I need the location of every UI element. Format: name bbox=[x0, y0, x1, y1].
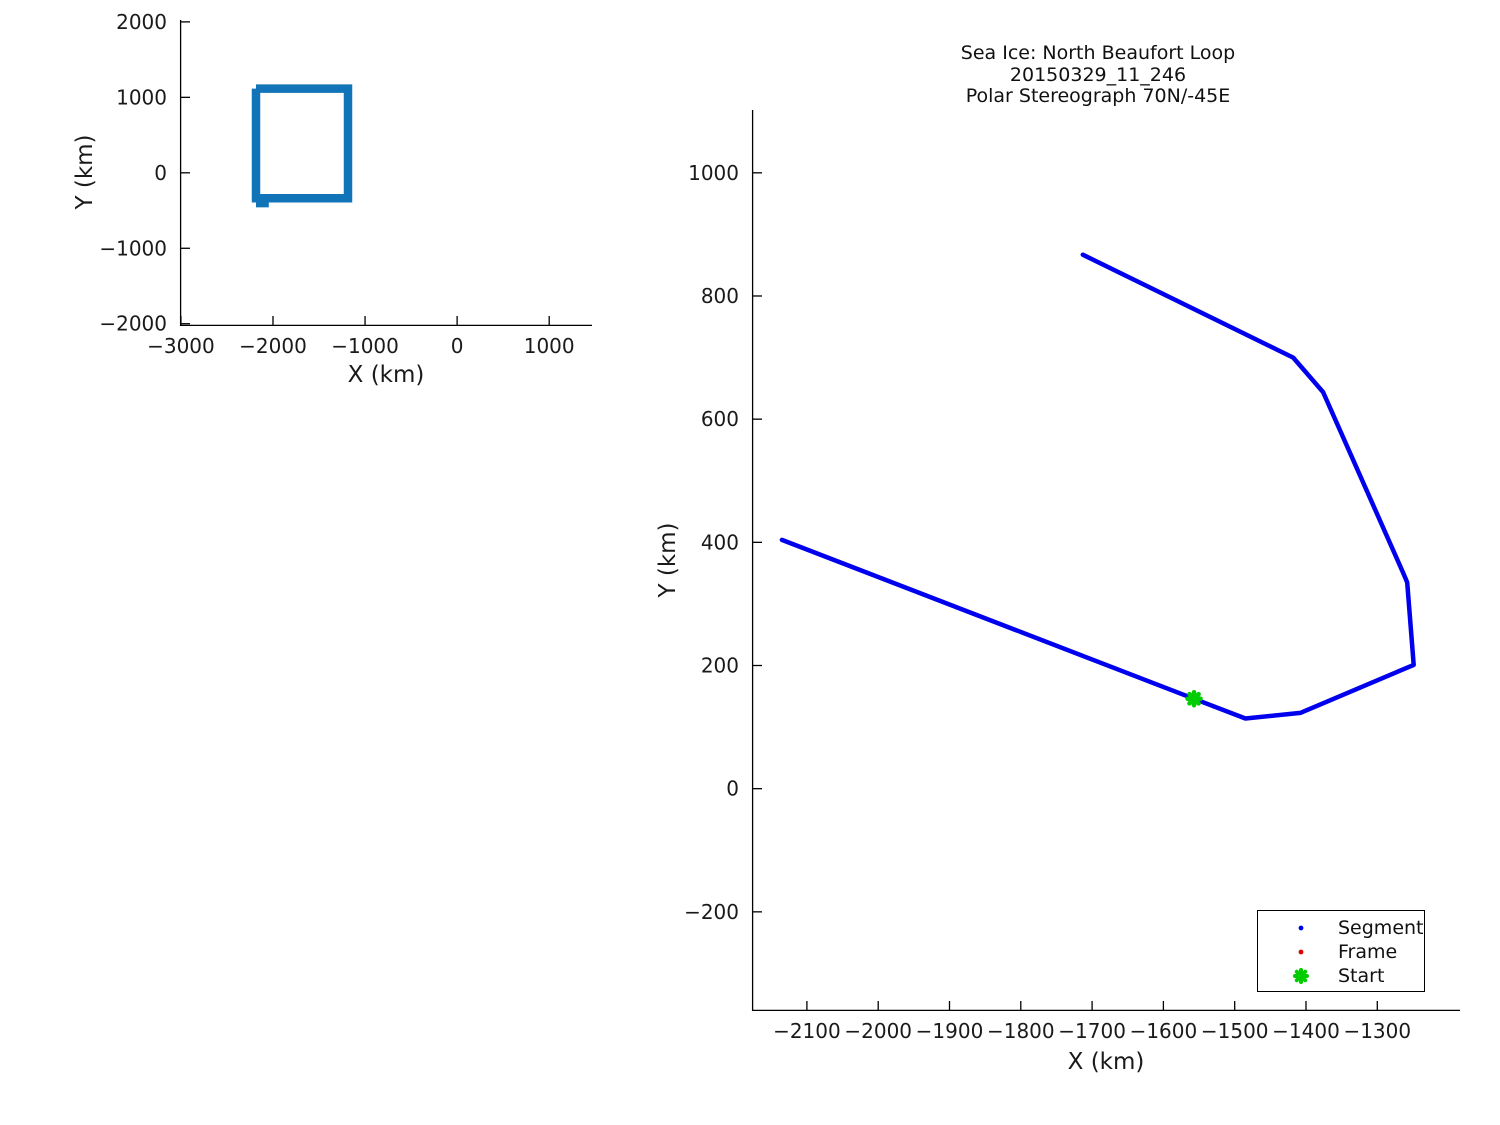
legend-row-start: Start bbox=[1258, 964, 1424, 988]
legend-label-frame: Frame bbox=[1338, 941, 1398, 963]
y-tick-label: 0 bbox=[726, 777, 739, 801]
y-tick-label: 200 bbox=[701, 654, 739, 678]
legend-box: Segment Frame Start bbox=[1257, 910, 1425, 992]
x-tick-label: −1900 bbox=[916, 1019, 984, 1043]
coverage-box-line bbox=[251, 84, 353, 203]
chart-title-line-3: Polar Stereograph 70N/-45E bbox=[965, 85, 1231, 107]
overview-x-axis-label: X (km) bbox=[347, 362, 425, 388]
x-tick-label: 0 bbox=[451, 334, 464, 358]
y-tick-label: 600 bbox=[701, 407, 739, 431]
chart-title: Sea Ice: North Beaufort Loop 20150329_11… bbox=[740, 42, 1456, 108]
track-x-axis-label: X (km) bbox=[1067, 1049, 1145, 1075]
x-tick-label: 1000 bbox=[524, 334, 575, 358]
legend-dot bbox=[1298, 925, 1304, 931]
track-plot-area: −2100 −2000 −1900 −1800 −1700 −1600 −1500 −1400… bbox=[684, 110, 1460, 1043]
chart-title-line-1: Sea Ice: North Beaufort Loop bbox=[960, 42, 1236, 64]
y-tick-label: −200 bbox=[684, 900, 739, 924]
x-tick-label: −1800 bbox=[987, 1019, 1055, 1043]
y-tick-label: 800 bbox=[701, 284, 739, 308]
legend-dot bbox=[1298, 949, 1304, 955]
legend-row-frame: Frame bbox=[1258, 940, 1424, 964]
start-star-icon bbox=[1288, 965, 1314, 987]
y-tick-label: 1000 bbox=[688, 161, 739, 185]
y-tick-label: −2000 bbox=[99, 312, 167, 336]
x-tick-label: −1700 bbox=[1058, 1019, 1126, 1043]
start-marker-spoke bbox=[1187, 691, 1201, 706]
x-tick-label: −1400 bbox=[1272, 1019, 1340, 1043]
legend-marker-start-icon bbox=[1293, 968, 1309, 984]
y-tick-label: −1000 bbox=[99, 236, 167, 260]
legend-marker-frame-icon bbox=[1298, 949, 1304, 955]
legend-label-segment: Segment bbox=[1338, 917, 1424, 939]
start-marker bbox=[1185, 690, 1203, 708]
x-tick-label: −2100 bbox=[773, 1019, 841, 1043]
y-tick-label: 2000 bbox=[116, 10, 167, 34]
x-tick-label: −1600 bbox=[1130, 1019, 1198, 1043]
y-tick-label: 1000 bbox=[116, 85, 167, 109]
x-tick-label: −2000 bbox=[844, 1019, 912, 1043]
legend-star-spoke bbox=[1294, 969, 1308, 983]
x-tick-label: −1000 bbox=[331, 334, 399, 358]
legend-marker-segment-icon bbox=[1298, 925, 1304, 931]
frame-dot-icon bbox=[1288, 941, 1314, 963]
y-tick-label: 400 bbox=[701, 530, 739, 554]
chart-title-line-2: 20150329_11_246 bbox=[1009, 63, 1187, 86]
segment-track-line bbox=[779, 252, 1416, 721]
x-tick-label: −1300 bbox=[1343, 1019, 1411, 1043]
legend-star bbox=[1293, 968, 1309, 984]
x-tick-label: −3000 bbox=[147, 334, 215, 358]
segment-dot-icon bbox=[1288, 917, 1314, 939]
y-tick-label: 0 bbox=[154, 161, 167, 185]
x-tick-label: −2000 bbox=[239, 334, 307, 358]
track-y-axis-label: Y (km) bbox=[655, 522, 681, 598]
legend-label-start: Start bbox=[1338, 965, 1385, 987]
x-tick-label: −1500 bbox=[1201, 1019, 1269, 1043]
overview-y-axis-label: Y (km) bbox=[72, 134, 98, 210]
legend-row-segment: Segment bbox=[1258, 916, 1424, 940]
